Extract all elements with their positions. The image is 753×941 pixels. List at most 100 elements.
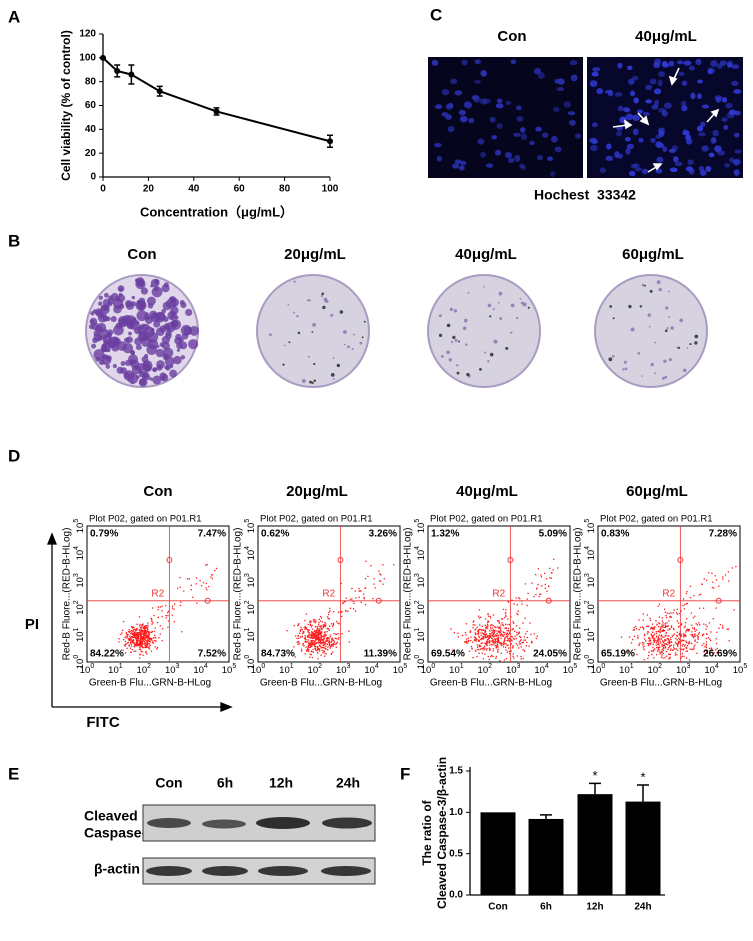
event bbox=[649, 639, 651, 641]
event bbox=[658, 651, 660, 653]
gate-label: R2 bbox=[322, 588, 335, 599]
event bbox=[694, 639, 696, 641]
event bbox=[638, 644, 640, 646]
event bbox=[140, 642, 143, 645]
event bbox=[680, 648, 683, 650]
event bbox=[293, 646, 295, 648]
nucleus bbox=[633, 97, 639, 104]
tick-exp: 4 bbox=[584, 546, 591, 550]
event bbox=[651, 627, 653, 629]
event bbox=[523, 636, 525, 638]
y-tick-label: 101 bbox=[73, 627, 86, 642]
event bbox=[314, 639, 317, 641]
nucleus bbox=[661, 60, 668, 68]
event bbox=[341, 615, 343, 618]
event bbox=[497, 641, 499, 643]
bar bbox=[528, 818, 564, 895]
nucleus bbox=[724, 163, 731, 168]
event bbox=[655, 632, 658, 635]
event bbox=[161, 605, 163, 608]
event bbox=[148, 633, 150, 636]
event bbox=[655, 620, 657, 622]
event bbox=[139, 627, 142, 629]
event bbox=[484, 631, 487, 633]
x-tick-label: 105 bbox=[222, 663, 237, 676]
event bbox=[143, 638, 145, 640]
event bbox=[319, 620, 322, 622]
event bbox=[491, 639, 494, 642]
event bbox=[496, 643, 498, 645]
colony bbox=[453, 309, 458, 313]
tick-base: 10 bbox=[193, 665, 204, 676]
tick-exp: 1 bbox=[290, 663, 294, 670]
colony bbox=[189, 325, 200, 336]
colony bbox=[489, 315, 492, 318]
event bbox=[307, 623, 309, 626]
event bbox=[678, 640, 680, 642]
event bbox=[494, 634, 497, 636]
event bbox=[316, 628, 319, 630]
event bbox=[293, 624, 295, 627]
event bbox=[710, 647, 712, 649]
event bbox=[664, 622, 666, 625]
event bbox=[151, 637, 153, 640]
event bbox=[713, 587, 715, 589]
nucleus bbox=[458, 165, 465, 171]
event bbox=[310, 650, 313, 652]
event bbox=[137, 639, 139, 641]
event bbox=[529, 622, 531, 624]
event bbox=[648, 637, 650, 640]
event bbox=[497, 640, 499, 642]
event bbox=[139, 646, 141, 649]
nucleus bbox=[547, 156, 553, 161]
event bbox=[485, 641, 488, 643]
event bbox=[337, 638, 340, 640]
event bbox=[701, 634, 704, 637]
event bbox=[358, 590, 360, 592]
quadrant-pct: 26.69% bbox=[703, 649, 737, 660]
event bbox=[489, 641, 491, 643]
tick-exp: 2 bbox=[244, 600, 251, 604]
event bbox=[653, 657, 655, 659]
tick-exp: 2 bbox=[73, 600, 80, 604]
event bbox=[498, 641, 500, 644]
event bbox=[481, 632, 484, 634]
event bbox=[315, 649, 317, 652]
event bbox=[692, 636, 695, 638]
event bbox=[516, 604, 518, 606]
event bbox=[682, 649, 684, 651]
event bbox=[314, 618, 316, 621]
event bbox=[332, 643, 335, 646]
event bbox=[484, 642, 486, 644]
event bbox=[309, 634, 311, 636]
event bbox=[173, 621, 176, 623]
event bbox=[657, 637, 660, 639]
event bbox=[637, 635, 639, 637]
x-tick-label: 102 bbox=[137, 663, 152, 676]
event bbox=[303, 645, 305, 647]
nucleus bbox=[556, 86, 565, 92]
event bbox=[650, 626, 653, 629]
nucleus bbox=[729, 157, 735, 163]
event bbox=[144, 635, 146, 637]
event bbox=[326, 640, 329, 642]
event bbox=[320, 631, 322, 634]
event bbox=[680, 633, 682, 635]
event bbox=[137, 644, 139, 646]
event bbox=[348, 630, 350, 632]
event bbox=[708, 647, 711, 650]
y-tick-label: 104 bbox=[244, 546, 257, 561]
colony bbox=[185, 308, 193, 317]
colony bbox=[637, 352, 641, 355]
event bbox=[502, 646, 505, 648]
event bbox=[354, 590, 356, 592]
colony bbox=[174, 315, 179, 320]
nucleus bbox=[485, 163, 494, 168]
event bbox=[146, 627, 148, 629]
event bbox=[508, 640, 511, 643]
event bbox=[286, 630, 288, 632]
colony bbox=[297, 331, 301, 335]
colony bbox=[498, 291, 503, 296]
event bbox=[484, 624, 486, 627]
event bbox=[136, 635, 138, 637]
